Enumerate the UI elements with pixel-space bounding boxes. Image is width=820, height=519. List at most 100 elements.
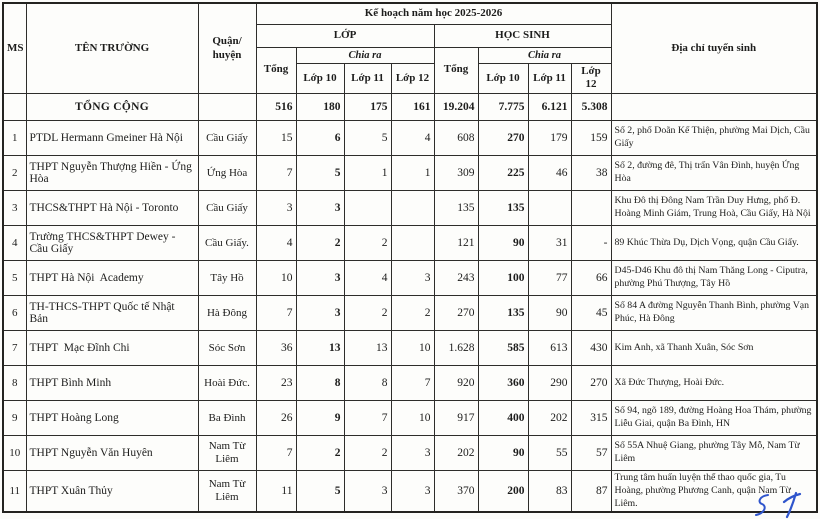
row-ms: 6 <box>2 295 27 332</box>
row-value: 90 <box>477 225 529 262</box>
header-group-classes: LỚP <box>255 23 435 48</box>
row-value: 2 <box>390 295 435 332</box>
handwritten-pen-mark <box>755 491 802 519</box>
row-value: 5 <box>343 120 392 157</box>
row-value <box>570 190 612 227</box>
row-district: Tây Hồ <box>197 260 257 297</box>
row-value: 11 <box>255 470 297 513</box>
row-school: THPT Hà Nội Academy <box>25 260 199 297</box>
row-value: 3 <box>295 190 345 227</box>
table-row: 10 THPT Nguyễn Văn Huyên Nam Từ Liêm 7 2… <box>2 435 818 472</box>
row-value: 55 <box>527 435 572 472</box>
row-district: Nam Từ Liêm <box>197 470 257 513</box>
row-value: 613 <box>527 330 572 367</box>
row-value: 3 <box>295 295 345 332</box>
row-value: 121 <box>433 225 479 262</box>
row-value: 38 <box>570 155 612 192</box>
grand-total-row: TỔNG CỘNG 516 180 175 161 19.204 7.775 6… <box>2 93 818 122</box>
row-value: 309 <box>433 155 479 192</box>
header-classes-grade10: Lớp 10 <box>295 62 345 95</box>
row-value: 15 <box>255 120 297 157</box>
row-value: 2 <box>295 225 345 262</box>
header-plan-title: Kế hoạch năm học 2025-2026 <box>255 2 612 25</box>
table-header: MS TÊN TRƯỜNG Quận/ huyện Kế hoạch năm h… <box>2 2 818 95</box>
row-value: 31 <box>527 225 572 262</box>
row-address: Số 84 A đường Nguyễn Thanh Bình, phường … <box>610 295 818 332</box>
total-students-g10: 7.775 <box>477 93 529 122</box>
row-value: 917 <box>433 400 479 437</box>
row-value: 77 <box>527 260 572 297</box>
row-value: 7 <box>343 400 392 437</box>
row-value: 202 <box>433 435 479 472</box>
row-address: Xã Đức Thượng, Hoài Đức. <box>610 365 818 402</box>
total-classes-g11: 175 <box>343 93 392 122</box>
table-row: 7 THPT Mạc Đĩnh Chi Sóc Sơn 36 13 13 10 … <box>2 330 818 367</box>
row-value: 7 <box>255 155 297 192</box>
row-value <box>343 190 392 227</box>
row-value: 3 <box>255 190 297 227</box>
row-address: Số 94, ngõ 189, đường Hoàng Hoa Thám, ph… <box>610 400 818 437</box>
row-school: THPT Xuân Thủy <box>25 470 199 513</box>
row-value: 290 <box>527 365 572 402</box>
row-district: Cầu Giấy. <box>197 225 257 262</box>
header-students-breakdown: Chia ra <box>477 46 612 64</box>
row-value: 1 <box>390 155 435 192</box>
row-value <box>390 190 435 227</box>
row-ms: 10 <box>2 435 27 472</box>
table-row: 5 THPT Hà Nội Academy Tây Hồ 10 3 4 3 24… <box>2 260 818 297</box>
row-value: 8 <box>343 365 392 402</box>
row-value <box>527 190 572 227</box>
row-ms: 7 <box>2 330 27 367</box>
row-value <box>390 225 435 262</box>
row-value: 10 <box>390 400 435 437</box>
row-value: 135 <box>433 190 479 227</box>
row-value: 400 <box>477 400 529 437</box>
row-value: 585 <box>477 330 529 367</box>
row-value: 90 <box>527 295 572 332</box>
row-value: 100 <box>477 260 529 297</box>
table-row: 4 Trường THCS&THPT Dewey - Cầu Giấy Cầu … <box>2 225 818 262</box>
total-classes-g12: 161 <box>390 93 435 122</box>
total-ms-empty <box>2 93 27 122</box>
row-value: 66 <box>570 260 612 297</box>
header-classes-grade12: Lớp 12 <box>390 62 435 95</box>
header-classes-total: Tổng <box>255 46 297 95</box>
total-classes: 516 <box>255 93 297 122</box>
row-value: 10 <box>390 330 435 367</box>
row-value: 4 <box>343 260 392 297</box>
header-classes-breakdown: Chia ra <box>295 46 435 64</box>
row-ms: 3 <box>2 190 27 227</box>
row-district: Ba Đình <box>197 400 257 437</box>
row-value: 202 <box>527 400 572 437</box>
row-value: 13 <box>295 330 345 367</box>
row-value: 430 <box>570 330 612 367</box>
row-value: 243 <box>433 260 479 297</box>
row-value: 9 <box>295 400 345 437</box>
row-ms: 1 <box>2 120 27 157</box>
table-row: 11 THPT Xuân Thủy Nam Từ Liêm 11 5 3 3 3… <box>2 470 818 513</box>
row-value: 2 <box>343 435 392 472</box>
header-students-grade12: Lớp 12 <box>570 62 612 95</box>
table-row: 9 THPT Hoàng Long Ba Đình 26 9 7 10 917 … <box>2 400 818 437</box>
header-ms: MS <box>2 2 27 95</box>
table-row: 6 TH-THCS-THPT Quốc tế Nhật Bản Hà Đông … <box>2 295 818 332</box>
row-value: 200 <box>477 470 529 513</box>
row-value: 5 <box>295 155 345 192</box>
row-district: Ứng Hòa <box>197 155 257 192</box>
row-value: 57 <box>570 435 612 472</box>
row-school: Trường THCS&THPT Dewey - Cầu Giấy <box>25 225 199 262</box>
header-address: Địa chỉ tuyển sinh <box>610 2 818 95</box>
row-value: 4 <box>390 120 435 157</box>
row-value: 159 <box>570 120 612 157</box>
row-ms: 8 <box>2 365 27 402</box>
row-value: 135 <box>477 190 529 227</box>
table-row: 1 PTDL Hermann Gmeiner Hà Nội Cầu Giấy 1… <box>2 120 818 157</box>
row-value: - <box>570 225 612 262</box>
row-ms: 4 <box>2 225 27 262</box>
header-students-grade10: Lớp 10 <box>477 62 529 95</box>
row-school: TH-THCS-THPT Quốc tế Nhật Bản <box>25 295 199 332</box>
row-value: 7 <box>390 365 435 402</box>
total-classes-g10: 180 <box>295 93 345 122</box>
row-school: THPT Mạc Đĩnh Chi <box>25 330 199 367</box>
